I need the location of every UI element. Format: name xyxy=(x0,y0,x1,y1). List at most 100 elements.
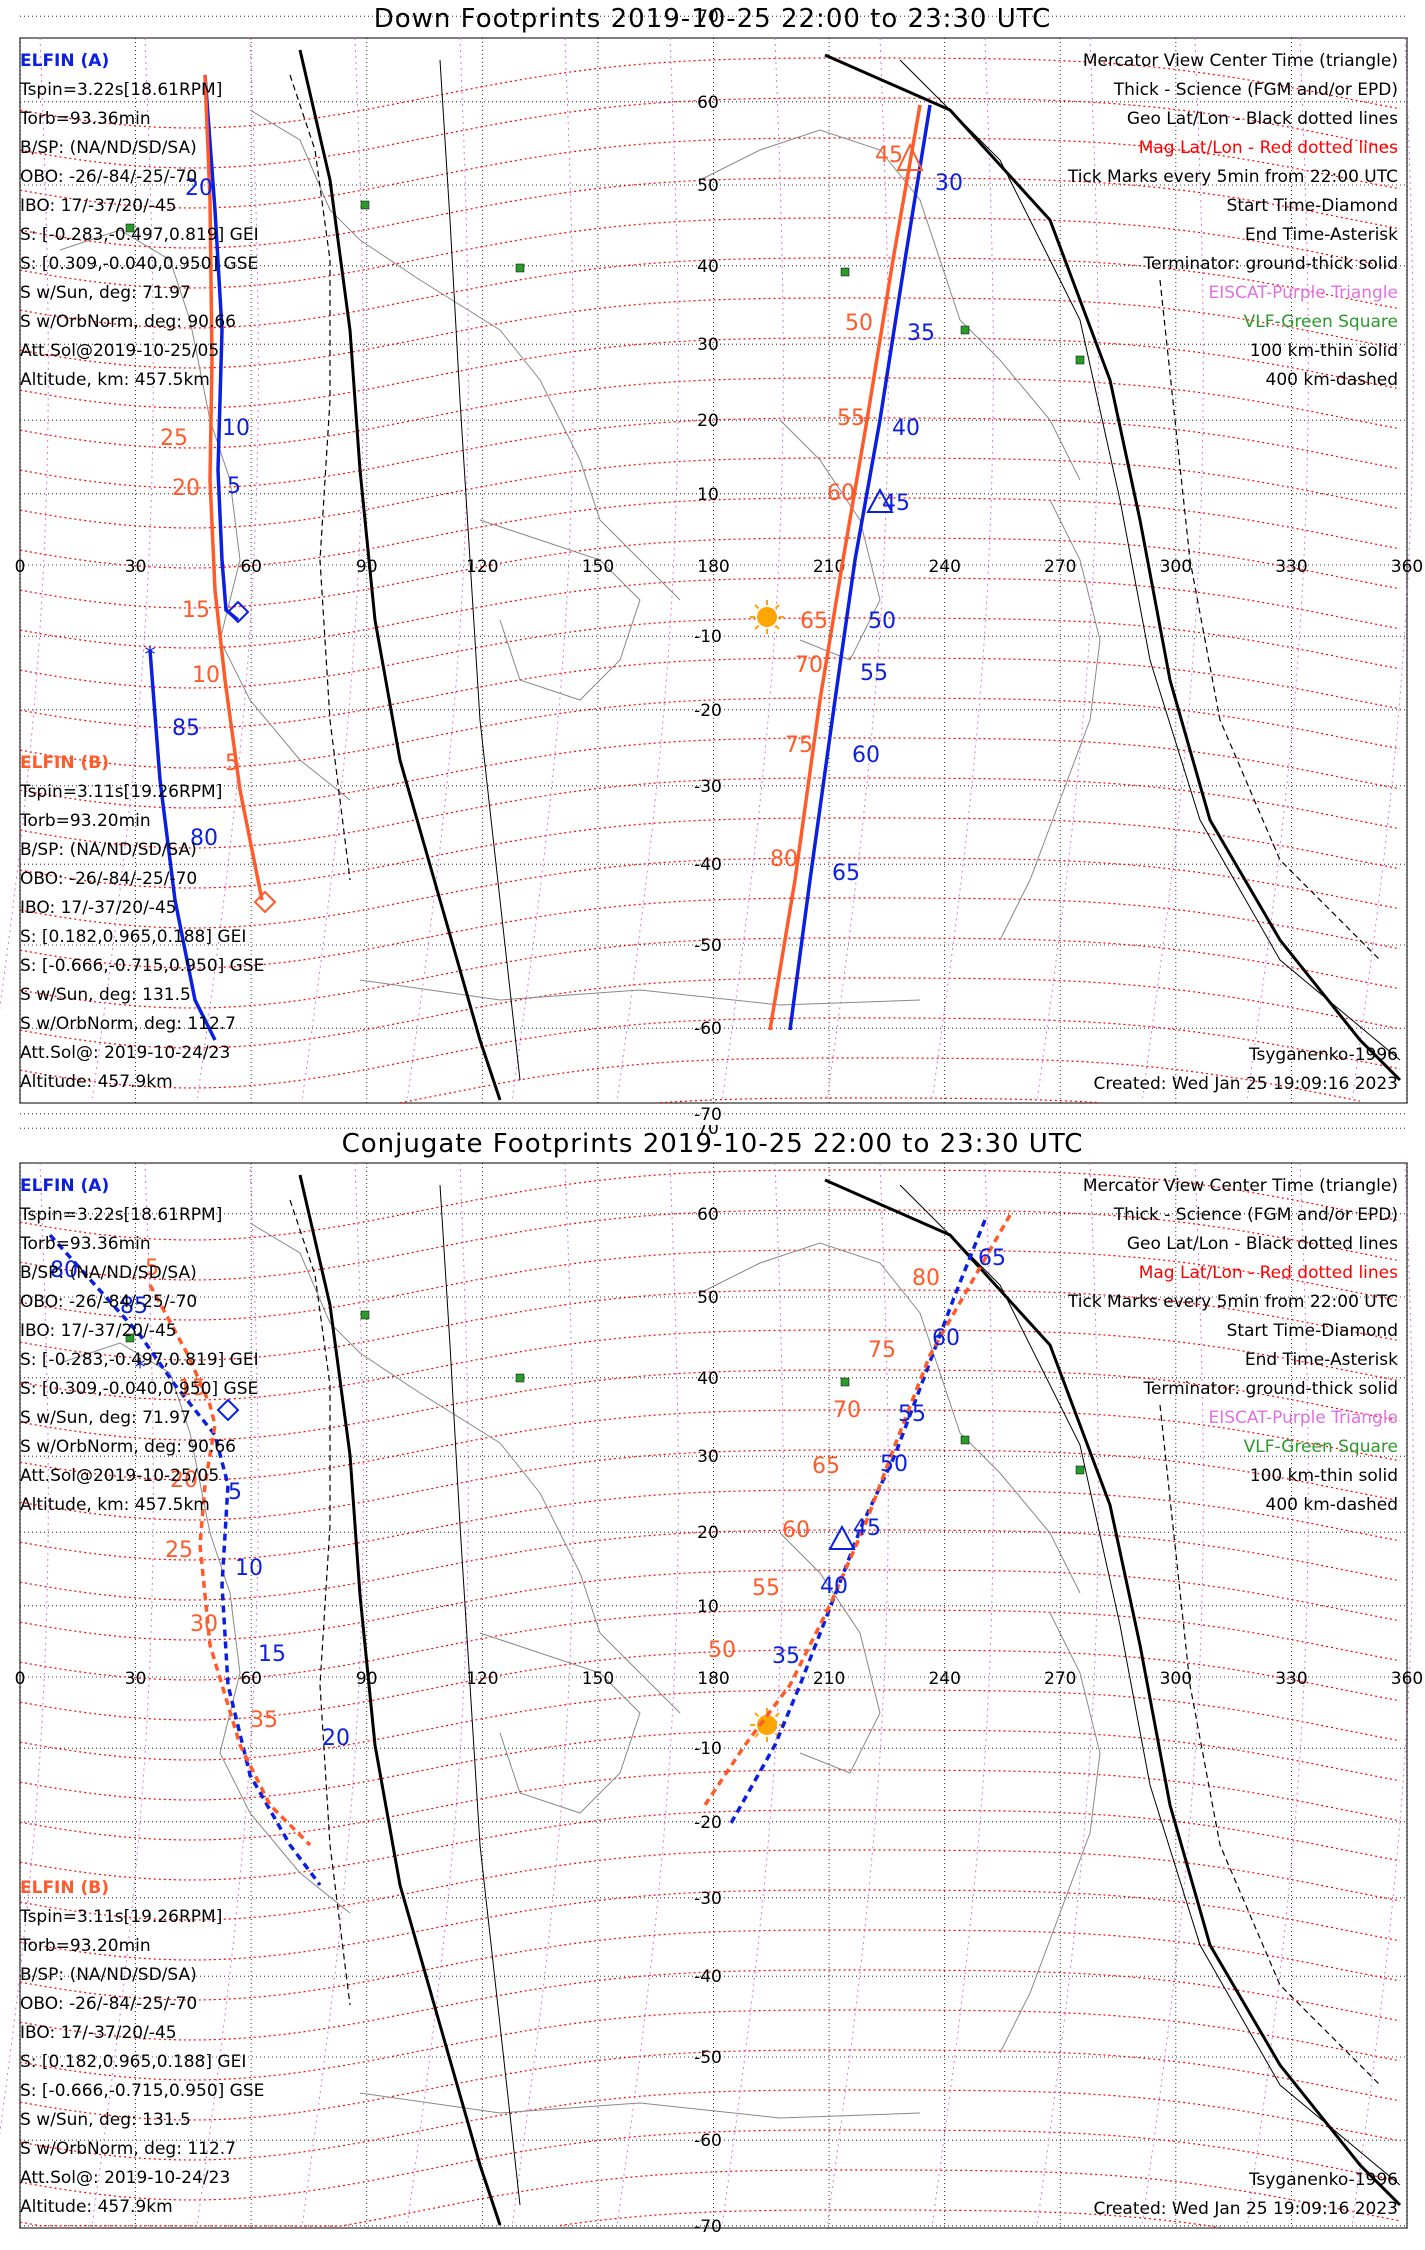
view-center-triangle-a xyxy=(866,487,894,513)
mag-latitude-line xyxy=(19,697,1401,769)
elfin-b-info: S: [0.182,0.965,0.188] GEI xyxy=(20,2052,246,2072)
elfin-a-time-label: 35 xyxy=(907,321,935,346)
mag-latitude-line xyxy=(19,2009,1401,2081)
mag-latitude-line xyxy=(19,1409,1401,1481)
mag-latitude-line xyxy=(19,1169,1401,1241)
elfin-a-info: OBO: -26/-84/-25/-70 xyxy=(20,167,197,187)
legend-item: Mercator View Center Time (triangle) xyxy=(1083,1176,1398,1196)
vlf-square xyxy=(960,325,970,335)
mag-latitude-line xyxy=(19,457,1401,529)
sun-ray xyxy=(754,624,760,630)
elfin-b-info: Torb=93.20min xyxy=(19,1936,151,1956)
terminator-400km xyxy=(289,1199,351,2006)
elfin-a-info: S: [0.309,-0.040,0.950] GSE xyxy=(20,254,258,274)
legend-item: Start Time-Diamond xyxy=(1227,196,1398,216)
elfin-a-info: Torb=93.36min xyxy=(19,1234,151,1254)
mag-latitude-line xyxy=(19,1769,1401,1841)
elfin-a-track-west xyxy=(203,74,240,622)
down-footprints-map: 0 30 60 90 120 150 180 210 240 270 300 330 360 70 60 50… xyxy=(0,7,1423,1125)
latitude-tick-label: 40 xyxy=(697,257,719,277)
terminator-400km-east xyxy=(1159,1404,1381,2086)
elfin-b-info: S: [0.182,0.965,0.188] GEI xyxy=(20,927,246,947)
elfin-b-time-label: 70 xyxy=(795,653,823,678)
legend-item: Mercator View Center Time (triangle) xyxy=(1083,51,1398,71)
elfin-b-info: S: [-0.666,-0.715,0.950] GSE xyxy=(20,956,264,976)
elfin-b-info: OBO: -26/-84/-25/-70 xyxy=(20,869,197,889)
elfin-a-conj-label: 55 xyxy=(898,1402,926,1427)
latitude-tick-label: -20 xyxy=(694,1813,722,1833)
terminator-ground-east xyxy=(824,1178,1402,2207)
legend-item: Tick Marks every 5min from 22:00 UTC xyxy=(1067,1292,1398,1312)
elfin-b-conj-label: 75 xyxy=(868,1338,896,1363)
elfin-a-info: Att.Sol@2019-10-25/05 xyxy=(20,341,219,361)
legend-item: End Time-Asterisk xyxy=(1245,1350,1398,1370)
elfin-a-conj-label: 40 xyxy=(820,1574,848,1599)
longitude-tick-label: 0 xyxy=(15,1669,26,1689)
view-center-triangle-b xyxy=(896,142,924,171)
mag-latitude-line xyxy=(19,257,1401,329)
vlf-square xyxy=(125,223,135,233)
latitude-tick-label: 20 xyxy=(697,1523,719,1543)
mag-latitude-line xyxy=(19,177,1401,249)
elfin-a-time-label: 65 xyxy=(832,861,860,886)
mag-latitude-line xyxy=(19,977,1401,1049)
elfin-a-info: Altitude, km: 457.5km xyxy=(20,370,210,390)
legend-item: Geo Lat/Lon - Black dotted lines xyxy=(1127,109,1398,129)
elfin-b-info: B/SP: (NA/ND/SD/SA) xyxy=(20,840,197,860)
latitude-tick-label: 30 xyxy=(697,1447,719,1467)
elfin-a-time-label: 55 xyxy=(860,661,888,686)
elfin-a-conj-label-west: 5 xyxy=(228,1480,242,1505)
elfin-b-info: Att.Sol@: 2019-10-24/23 xyxy=(20,1043,230,1063)
legend-item: Terminator: ground-thick solid xyxy=(1142,1379,1398,1399)
mag-latitude-line xyxy=(19,1449,1401,1521)
sun-ray xyxy=(774,1712,780,1718)
legend-item: Tick Marks every 5min from 22:00 UTC xyxy=(1067,167,1398,187)
elfin-a-conj-label: 35 xyxy=(772,1644,800,1669)
latitude-tick-label: 30 xyxy=(697,335,719,355)
elfin-a-time-label: 40 xyxy=(892,416,920,441)
elfin-b-time-label: 60 xyxy=(827,481,855,506)
mag-latitude-line xyxy=(19,1209,1401,1281)
elfin-a-info: OBO: -26/-84/-25/-70 xyxy=(20,1292,197,1312)
elfin-b-time-label: 80 xyxy=(770,847,798,872)
mag-latitude-line xyxy=(19,817,1401,889)
mag-latitude-line xyxy=(19,937,1401,1009)
elfin-a-info: S w/Sun, deg: 71.97 xyxy=(20,1408,191,1428)
latitude-tick-label: -20 xyxy=(694,701,722,721)
mag-latitude-line xyxy=(19,1609,1401,1681)
mag-latitude-line xyxy=(19,217,1401,289)
longitude-tick-label: 300 xyxy=(1160,1669,1192,1689)
latitude-tick-label: 10 xyxy=(697,485,719,505)
elfin-b-info: Altitude: 457.9km xyxy=(20,1072,173,1092)
elfin-b-track-west xyxy=(203,74,264,901)
mag-latitude-line xyxy=(19,2169,1401,2227)
latitude-tick-label: -10 xyxy=(694,627,722,647)
elfin-b-info: S w/OrbNorm, deg: 112.7 xyxy=(20,1014,236,1034)
terminator-100km-east xyxy=(899,59,1401,1061)
mag-latitude-line xyxy=(19,857,1401,929)
mag-latitude-line xyxy=(19,1849,1401,1921)
panel-title: Conjugate Footprints 2019-10-25 22:00 to… xyxy=(341,1129,1084,1159)
legend-item: Mag Lat/Lon - Red dotted lines xyxy=(1139,1263,1398,1283)
elfin-b-conj-label: 65 xyxy=(812,1454,840,1479)
terminator-400km xyxy=(289,74,351,881)
elfin-a-conj-label: 65 xyxy=(978,1246,1006,1271)
elfin-a-track-west-2 xyxy=(148,649,217,1041)
latitude-tick-label: 60 xyxy=(697,93,719,113)
latitude-tick-label: -50 xyxy=(694,2048,722,2068)
latitude-tick-label: -40 xyxy=(694,855,722,875)
vlf-square xyxy=(1075,355,1085,365)
elfin-a-info: B/SP: (NA/ND/SD/SA) xyxy=(20,1263,197,1283)
start-diamond-b xyxy=(253,890,277,914)
model-label: Tsyganenko-1996 xyxy=(1248,2170,1398,2190)
elfin-a-info: Altitude, km: 457.5km xyxy=(20,1495,210,1515)
elfin-b-time-label: 50 xyxy=(845,311,873,336)
mag-latitude-line xyxy=(19,137,1401,209)
longitude-tick-label: 30 xyxy=(125,557,147,577)
elfin-b-info: S w/OrbNorm, deg: 112.7 xyxy=(20,2139,236,2159)
legend-item: Geo Lat/Lon - Black dotted lines xyxy=(1127,1234,1398,1254)
elfin-a-label: ELFIN (A) xyxy=(20,51,109,71)
legend-item: EISCAT-Purple Triangle xyxy=(1208,1408,1398,1428)
longitude-tick-label: 210 xyxy=(813,557,845,577)
longitude-tick-label: 90 xyxy=(356,557,378,577)
